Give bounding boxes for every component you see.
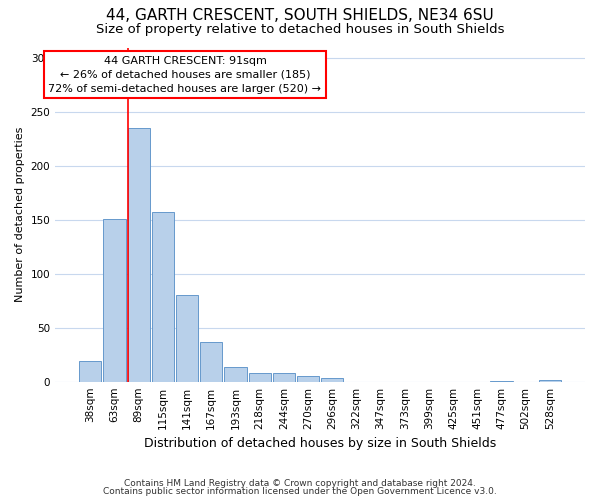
X-axis label: Distribution of detached houses by size in South Shields: Distribution of detached houses by size … [144, 437, 496, 450]
Bar [176, 296, 198, 382]
Bar [224, 366, 247, 382]
Bar [200, 342, 223, 382]
Bar [79, 361, 101, 382]
Bar [103, 219, 125, 382]
Text: Contains public sector information licensed under the Open Government Licence v3: Contains public sector information licen… [103, 487, 497, 496]
Bar [321, 378, 343, 382]
Text: 44 GARTH CRESCENT: 91sqm
← 26% of detached houses are smaller (185)
72% of semi-: 44 GARTH CRESCENT: 91sqm ← 26% of detach… [49, 56, 322, 94]
Bar [490, 380, 512, 382]
Text: Size of property relative to detached houses in South Shields: Size of property relative to detached ho… [96, 22, 504, 36]
Bar [128, 128, 150, 382]
Text: Contains HM Land Registry data © Crown copyright and database right 2024.: Contains HM Land Registry data © Crown c… [124, 478, 476, 488]
Bar [539, 380, 561, 382]
Text: 44, GARTH CRESCENT, SOUTH SHIELDS, NE34 6SU: 44, GARTH CRESCENT, SOUTH SHIELDS, NE34 … [106, 8, 494, 22]
Bar [152, 212, 174, 382]
Bar [248, 373, 271, 382]
Bar [297, 376, 319, 382]
Y-axis label: Number of detached properties: Number of detached properties [15, 127, 25, 302]
Bar [272, 373, 295, 382]
